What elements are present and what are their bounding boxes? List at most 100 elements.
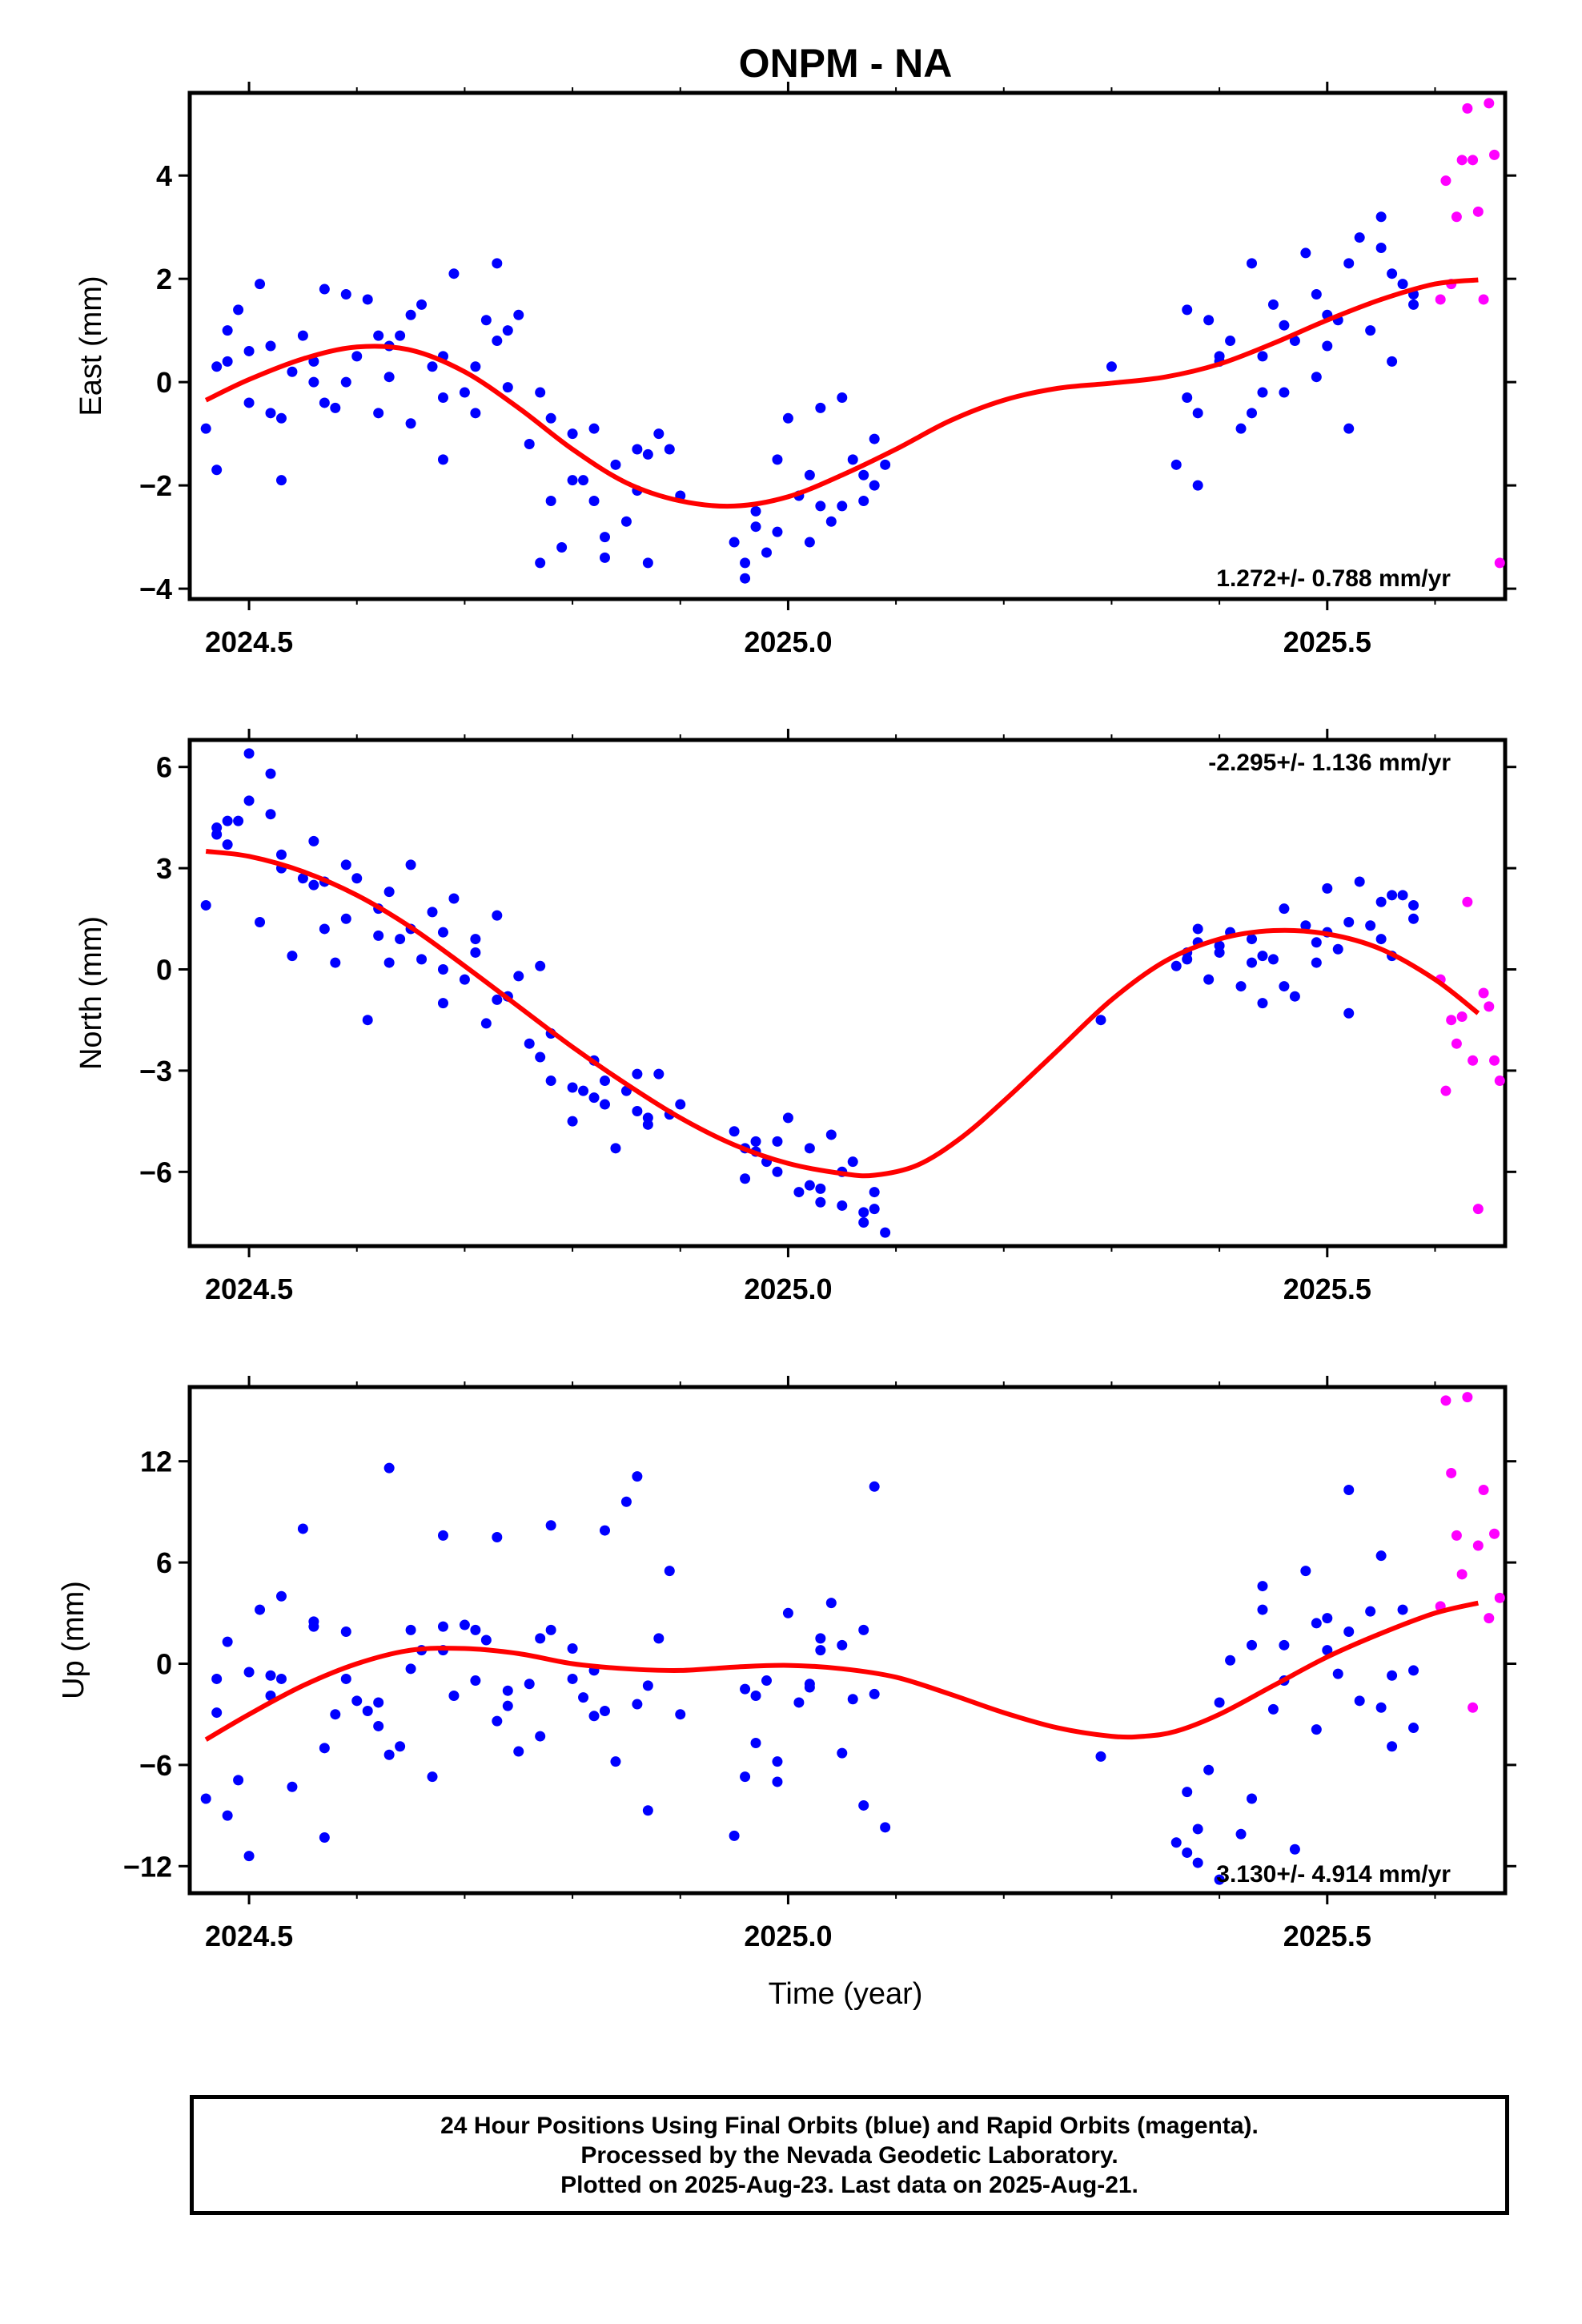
final-point [405,1663,416,1675]
final-point [1311,372,1322,383]
final-point [782,1112,793,1124]
final-point [211,464,223,476]
final-point [427,907,438,918]
final-point [761,1675,772,1687]
final-point [1408,1723,1419,1734]
final-point [405,309,416,320]
final-point [211,361,223,372]
rapid-point [1456,155,1468,166]
final-point [492,1715,503,1727]
final-point [837,1747,848,1759]
final-point [222,325,233,336]
final-point [1182,304,1193,316]
rapid-point [1484,98,1495,109]
final-point [632,1068,643,1080]
final-point [1235,423,1247,434]
final-point [642,1112,653,1124]
y-tick-label: 4 [156,159,172,192]
final-point [793,1697,805,1708]
final-point [675,1099,686,1110]
final-point [740,573,751,584]
final-point [340,289,351,300]
y-axis-label: Up (mm) [57,1581,90,1699]
final-point [437,998,448,1009]
final-point [470,408,481,419]
final-point [1311,937,1322,948]
final-point [1257,951,1268,962]
final-point [243,345,255,356]
final-point [1170,1837,1182,1848]
final-point [632,444,643,455]
final-point [427,361,438,372]
final-point [1192,1857,1203,1868]
rapid-point [1468,155,1479,166]
y-tick-label: −2 [139,469,172,502]
final-point [567,475,578,486]
final-point [340,1626,351,1637]
final-point [308,1616,319,1627]
final-point [351,1695,363,1707]
final-point [243,1667,255,1678]
final-point [448,268,460,279]
final-point [275,849,287,860]
final-point [869,1187,880,1198]
final-point [620,516,632,527]
final-point [815,1645,826,1656]
east-panel: 2024.5 2025.0 2025.5 −4 −2 0 2 4 East (mm) 1.272+… [74,82,1516,658]
final-point [265,408,276,419]
final-point [750,505,761,517]
final-point [782,1607,793,1618]
final-point [448,1691,460,1702]
rapid-point [1440,1085,1452,1096]
final-point [1289,1844,1300,1855]
final-point [1343,258,1355,269]
final-point [567,1116,578,1127]
final-point [395,934,406,945]
y-tick-label: 2 [156,263,172,296]
final-point [1343,423,1355,434]
final-point [255,1604,266,1615]
final-point [1095,1015,1106,1026]
rapid-point [1478,987,1489,999]
final-point [222,839,233,850]
y-axis-label: North (mm) [74,916,108,1070]
final-point [858,495,869,506]
final-point [804,537,815,548]
final-point [675,1709,686,1720]
final-point [383,887,395,898]
rapid-point [1462,896,1473,907]
final-point [1322,1613,1333,1624]
final-point [772,1756,783,1767]
final-point [632,1471,643,1482]
final-point [588,423,600,434]
final-point [480,1018,492,1029]
final-point [362,1705,373,1716]
rapid-point [1472,1540,1484,1551]
final-point [319,283,330,295]
final-point [804,1682,815,1693]
final-point [837,392,848,403]
rapid-point [1489,149,1500,160]
final-point [222,356,233,367]
final-point [1279,387,1290,398]
y-tick-label: −6 [139,1156,172,1188]
final-point [319,1743,330,1754]
final-point [1365,920,1376,931]
y-axis-label: East (mm) [74,275,108,416]
final-point [200,423,211,434]
footer-box: 24 Hour Positions Using Final Orbits (bl… [190,2095,1509,2215]
final-point [297,1523,308,1534]
final-point [340,376,351,388]
final-point [1300,920,1311,931]
final-point [535,557,546,569]
final-point [243,1851,255,1862]
final-point [308,879,319,891]
final-point [567,1673,578,1684]
y-tick-label: 6 [156,751,172,784]
final-point [1257,998,1268,1009]
final-point [750,1136,761,1147]
final-point [1170,459,1182,470]
final-point [880,459,891,470]
final-point [664,1566,675,1577]
final-point [275,1590,287,1602]
